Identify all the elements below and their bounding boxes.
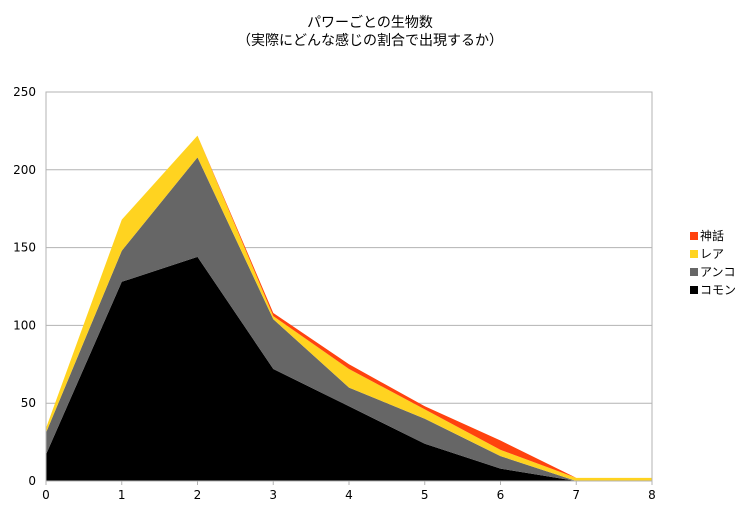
y-tick-label: 50 — [21, 396, 36, 410]
plot-areas — [46, 135, 652, 481]
legend-label: 神話 — [700, 228, 724, 243]
series-area — [46, 256, 652, 481]
legend-label: レア — [700, 247, 724, 261]
x-tick-label: 8 — [648, 488, 656, 502]
y-tick-label: 200 — [13, 163, 36, 177]
x-tick-label: 3 — [269, 488, 277, 502]
legend-swatch — [690, 250, 698, 258]
x-tick-label: 0 — [42, 488, 50, 502]
legend-label: アンコ — [700, 265, 736, 279]
chart-title: パワーごとの生物数 — [307, 15, 433, 31]
y-tick-label: 100 — [13, 318, 36, 332]
x-tick-label: 2 — [194, 488, 202, 502]
x-tick-label: 1 — [118, 488, 126, 502]
legend-item: コモン — [690, 283, 736, 297]
legend-swatch — [690, 232, 698, 240]
y-axis: 0 50 100 150 200 250 — [13, 85, 36, 488]
y-tick-label: 0 — [28, 474, 36, 488]
legend-item: アンコ — [690, 265, 736, 279]
x-tick-label: 4 — [345, 488, 353, 502]
x-tick-label: 5 — [421, 488, 429, 502]
x-tick-label: 6 — [497, 488, 505, 502]
legend-swatch — [690, 286, 698, 294]
x-axis: 0 1 2 3 4 5 6 7 8 — [42, 481, 656, 502]
legend-swatch — [690, 268, 698, 276]
y-tick-label: 150 — [13, 241, 36, 255]
x-tick-label: 7 — [572, 488, 580, 502]
legend-item: レア — [690, 247, 724, 261]
legend-item: 神話 — [690, 228, 724, 243]
series-area — [46, 157, 652, 481]
legend-label: コモン — [700, 283, 736, 297]
y-tick-label: 250 — [13, 85, 36, 99]
chart-subtitle: （実際にどんな感じの割合で出現するか） — [237, 32, 503, 49]
